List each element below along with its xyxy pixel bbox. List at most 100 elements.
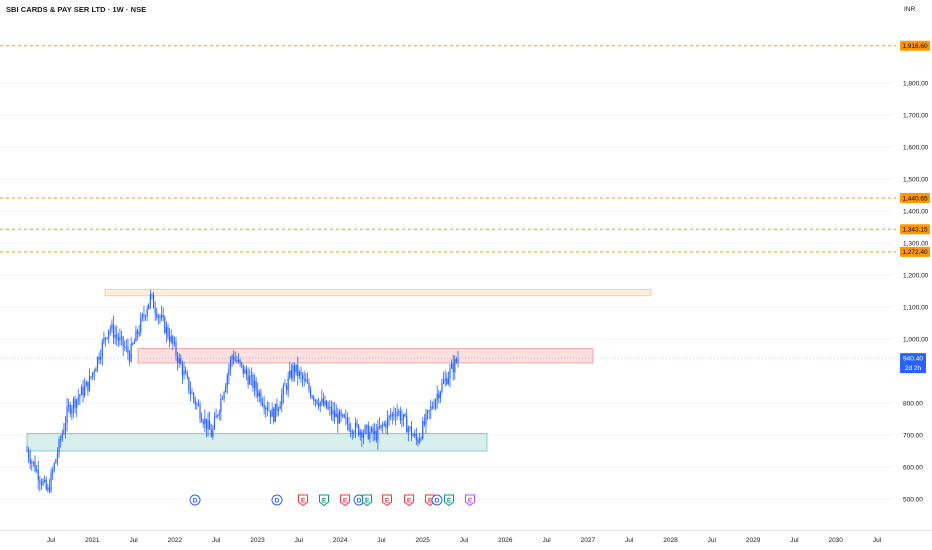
candle-body [260, 392, 262, 403]
candle-body [34, 461, 36, 472]
earnings-marker-icon[interactable]: E [319, 494, 329, 507]
grid-lines [0, 82, 892, 500]
candle-body [284, 385, 286, 387]
earnings-marker-icon[interactable]: E [298, 494, 308, 507]
price-level-label[interactable]: 1,916.60 [900, 40, 930, 51]
candle-body [120, 336, 123, 338]
price-level-label[interactable]: 1,272.40 [900, 246, 930, 257]
candle-body [93, 371, 95, 373]
candle-body [127, 346, 129, 354]
event-letter: E [428, 497, 433, 504]
candle-body [234, 359, 236, 361]
candle-body [220, 398, 222, 412]
zone-resistance-mid[interactable] [137, 348, 594, 364]
candle-body [329, 406, 331, 408]
x-tick-label: Jul [129, 537, 138, 544]
candle-body [319, 401, 321, 407]
candle-body [90, 376, 92, 378]
price-level-label[interactable]: 1,440.65 [900, 192, 930, 203]
earnings-marker-icon[interactable]: E [465, 494, 475, 507]
candle-body [383, 423, 385, 426]
candle-body [149, 294, 151, 304]
candle-body [209, 420, 211, 430]
candle-body [330, 406, 333, 415]
event-letter: E [301, 497, 306, 504]
candle-body [221, 398, 224, 400]
candle-body [399, 411, 401, 421]
candle-body [388, 415, 390, 418]
dividend-marker-icon[interactable]: D [271, 494, 283, 506]
candle-body [40, 482, 43, 485]
candle-body [431, 406, 433, 408]
candle-body [404, 414, 406, 417]
candle-body [226, 375, 228, 387]
candle-body [108, 330, 110, 338]
candles-layer [26, 290, 459, 494]
zone-support[interactable] [26, 432, 488, 452]
dividend-marker-icon[interactable]: D [431, 494, 443, 506]
candle-body [204, 418, 206, 424]
price-level-label[interactable]: 1,343.15 [900, 224, 930, 235]
candle-body [125, 346, 127, 348]
y-tick-label: 1,700.00 [903, 113, 929, 120]
price-axis: 1,800.00 1,700.00 1,600.00 1,500.00 1,400.00… [903, 81, 929, 504]
candle-body [271, 408, 273, 417]
candle-body [143, 314, 145, 316]
earnings-marker-icon[interactable]: E [382, 494, 392, 507]
candle-body [446, 378, 448, 385]
candle-body [428, 410, 430, 412]
candle-body [205, 418, 208, 430]
candle-body [39, 480, 41, 483]
x-tick-label: 2025 [415, 537, 430, 544]
candle-body [50, 472, 52, 491]
x-tick-label: Jul [708, 537, 717, 544]
candle-body [342, 414, 344, 416]
candle-body [236, 359, 238, 362]
event-letter: D [435, 497, 440, 504]
x-tick-label: Jul [47, 537, 56, 544]
candle-body [293, 365, 296, 373]
candle-body [183, 370, 185, 376]
candle-body [26, 451, 28, 452]
event-letter: E [407, 497, 412, 504]
candle-body [263, 404, 265, 409]
candle-body [297, 364, 299, 377]
bar-countdown: 2d 2h [905, 365, 922, 372]
candle-body [282, 385, 284, 396]
zone-resistance-upper[interactable] [104, 288, 652, 297]
svg-text:1,440.65: 1,440.65 [902, 195, 928, 202]
last-price-label[interactable]: 940.40 2d 2h [900, 353, 926, 374]
candle-body [303, 378, 305, 380]
event-letter: D [275, 497, 280, 504]
candle-body [28, 451, 30, 458]
earnings-marker-icon[interactable]: E [404, 494, 414, 507]
candle-body [289, 370, 291, 378]
earnings-marker-icon[interactable]: E [444, 494, 454, 507]
candle-body [420, 438, 422, 440]
candle-body [348, 424, 350, 431]
chart-title: SBI CARDS & PAY SER LTD · 1W · NSE [6, 5, 147, 14]
candle-body [170, 336, 172, 342]
dividend-marker-icon[interactable]: D [353, 494, 365, 506]
candle-body [69, 405, 71, 414]
y-tick-label: 1,600.00 [903, 145, 929, 152]
earnings-marker-icon[interactable]: E [340, 494, 350, 507]
candle-body [345, 417, 347, 419]
earnings-marker-icon[interactable]: E [362, 494, 372, 507]
dividend-marker-icon[interactable]: D [189, 494, 201, 506]
candle-body [361, 431, 363, 438]
candle-body [439, 392, 441, 399]
candle-body [60, 439, 62, 441]
y-tick-label: 1,500.00 [903, 177, 929, 184]
candle-body [146, 309, 148, 317]
candle-body [346, 417, 349, 425]
candle-body [249, 376, 251, 385]
candle-body [177, 355, 179, 363]
candle-body [32, 461, 35, 463]
candle-body [223, 391, 225, 399]
event-letter: E [365, 497, 370, 504]
event-letter: E [343, 497, 348, 504]
candle-body [132, 343, 134, 345]
currency-label[interactable]: INR [904, 6, 916, 13]
